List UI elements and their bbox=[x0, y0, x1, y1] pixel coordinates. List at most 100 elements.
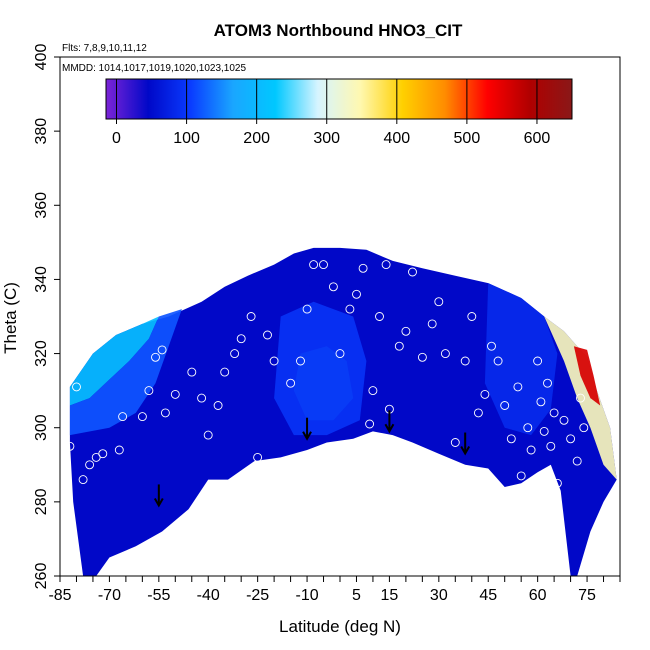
observation-point bbox=[427, 319, 437, 329]
observation-point bbox=[114, 445, 124, 455]
arrow-head bbox=[302, 431, 312, 441]
arrow-head bbox=[153, 497, 164, 508]
arrow-marker bbox=[153, 484, 164, 508]
observation-point bbox=[572, 456, 582, 466]
x-tick-label: -40 bbox=[197, 587, 220, 604]
observation-point bbox=[552, 478, 562, 488]
observation-point bbox=[319, 260, 328, 270]
observation-point bbox=[253, 452, 263, 462]
observation-point bbox=[493, 356, 503, 366]
observation-point bbox=[365, 419, 375, 429]
observation-point bbox=[157, 345, 167, 355]
observation-point bbox=[506, 434, 516, 444]
x-tick-label: -55 bbox=[147, 587, 170, 604]
observation-point bbox=[467, 312, 477, 321]
y-axis: 260 280 300 320 340 360 380 400 bbox=[33, 44, 60, 590]
colorbar-tick-label: 100 bbox=[173, 130, 200, 147]
observation-point bbox=[401, 326, 411, 336]
y-axis-label: Theta (C) bbox=[1, 282, 20, 354]
observation-point bbox=[358, 263, 368, 273]
observation-point bbox=[230, 349, 240, 359]
x-tick-label: -85 bbox=[48, 587, 71, 604]
observation-point bbox=[309, 260, 319, 270]
observation-point bbox=[85, 460, 95, 470]
observation-point bbox=[220, 367, 230, 377]
x-tick-label: 30 bbox=[430, 587, 448, 604]
arrow-marker bbox=[460, 432, 471, 456]
x-tick-label: 75 bbox=[578, 587, 596, 604]
observation-point bbox=[98, 449, 108, 459]
observation-point bbox=[335, 349, 345, 359]
observation-point bbox=[197, 393, 207, 403]
observation-point bbox=[526, 445, 536, 455]
observation-point bbox=[417, 352, 427, 362]
observation-point bbox=[516, 471, 526, 481]
arrow-head bbox=[384, 423, 395, 434]
colorbar-tick-label: 300 bbox=[313, 130, 340, 147]
y-tick-label: 320 bbox=[33, 340, 50, 367]
field-region bbox=[69, 316, 159, 406]
dates-note: MMDD: 1014,1017,1019,1020,1023,1025 bbox=[62, 63, 246, 74]
colorbar-gradient bbox=[105, 78, 573, 120]
x-tick-label: 5 bbox=[352, 587, 361, 604]
flights-note: Flts: 7,8,9,10,11,12 bbox=[62, 43, 147, 54]
observation-point bbox=[269, 356, 279, 366]
observation-point bbox=[213, 401, 223, 410]
observation-point bbox=[263, 330, 272, 340]
observation-point bbox=[480, 389, 490, 399]
colorbar-ticks: 0 100 200 300 400 500 600 bbox=[112, 79, 550, 147]
observation-point bbox=[328, 282, 338, 292]
arrow-head bbox=[460, 446, 471, 456]
arrow-markers bbox=[153, 410, 471, 508]
field-region bbox=[69, 309, 182, 436]
observation-point bbox=[286, 378, 296, 388]
y-tick-label: 280 bbox=[33, 488, 50, 515]
observation-point bbox=[450, 438, 460, 447]
x-tick-label: 45 bbox=[479, 587, 497, 604]
observation-point bbox=[434, 297, 444, 307]
observation-point bbox=[473, 408, 483, 418]
observation-point bbox=[144, 386, 154, 396]
colorbar-tick-label: 400 bbox=[383, 130, 410, 147]
heatmap-field bbox=[69, 247, 617, 576]
observation-point bbox=[151, 352, 160, 362]
chart-title: ATOM3 Northbound HNO3_CIT bbox=[214, 21, 463, 40]
colorbar-tick-label: 500 bbox=[454, 130, 481, 147]
field-region bbox=[274, 301, 367, 436]
observation-point bbox=[549, 408, 559, 418]
observation-point bbox=[460, 356, 470, 366]
x-tick-label: -25 bbox=[246, 587, 269, 604]
x-tick-label: 15 bbox=[381, 587, 399, 604]
observation-point bbox=[352, 289, 361, 299]
observation-point bbox=[394, 341, 404, 351]
observation-point bbox=[65, 441, 75, 451]
observation-point bbox=[78, 475, 88, 485]
observation-point bbox=[137, 412, 147, 422]
arrow-marker bbox=[384, 410, 395, 434]
colorbar-tick-label: 0 bbox=[112, 130, 121, 147]
observation-point bbox=[381, 260, 391, 270]
observation-point bbox=[302, 304, 312, 314]
observation-point bbox=[539, 426, 549, 436]
observation-point bbox=[91, 452, 101, 462]
y-tick-label: 260 bbox=[33, 563, 50, 590]
observation-point bbox=[543, 378, 552, 388]
observation-point bbox=[236, 334, 246, 344]
y-tick-label: 380 bbox=[33, 118, 50, 145]
field-region bbox=[573, 346, 601, 406]
observation-point bbox=[546, 441, 556, 451]
observation-point bbox=[576, 393, 585, 403]
colorbar: 0 100 200 300 400 500 600 bbox=[105, 78, 573, 147]
observation-point bbox=[170, 389, 180, 399]
y-tick-label: 300 bbox=[33, 414, 50, 441]
observation-point bbox=[408, 267, 417, 277]
observation-points bbox=[65, 260, 589, 488]
observation-point bbox=[72, 382, 81, 392]
observation-point bbox=[579, 423, 589, 433]
observation-point bbox=[345, 304, 355, 314]
field-region bbox=[544, 316, 617, 480]
observation-point bbox=[559, 415, 569, 425]
observation-point bbox=[487, 341, 496, 351]
observation-point bbox=[375, 312, 384, 321]
colorbar-tick-label: 200 bbox=[243, 130, 270, 147]
